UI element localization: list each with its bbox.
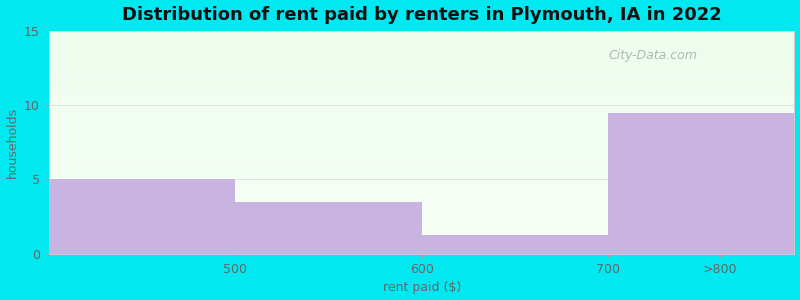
Y-axis label: households: households: [6, 107, 18, 178]
Text: City-Data.com: City-Data.com: [608, 49, 697, 62]
Title: Distribution of rent paid by renters in Plymouth, IA in 2022: Distribution of rent paid by renters in …: [122, 6, 722, 24]
X-axis label: rent paid ($): rent paid ($): [382, 281, 461, 294]
Bar: [422, 235, 608, 254]
Bar: [49, 179, 235, 254]
Bar: [608, 112, 794, 254]
Bar: [235, 202, 422, 254]
